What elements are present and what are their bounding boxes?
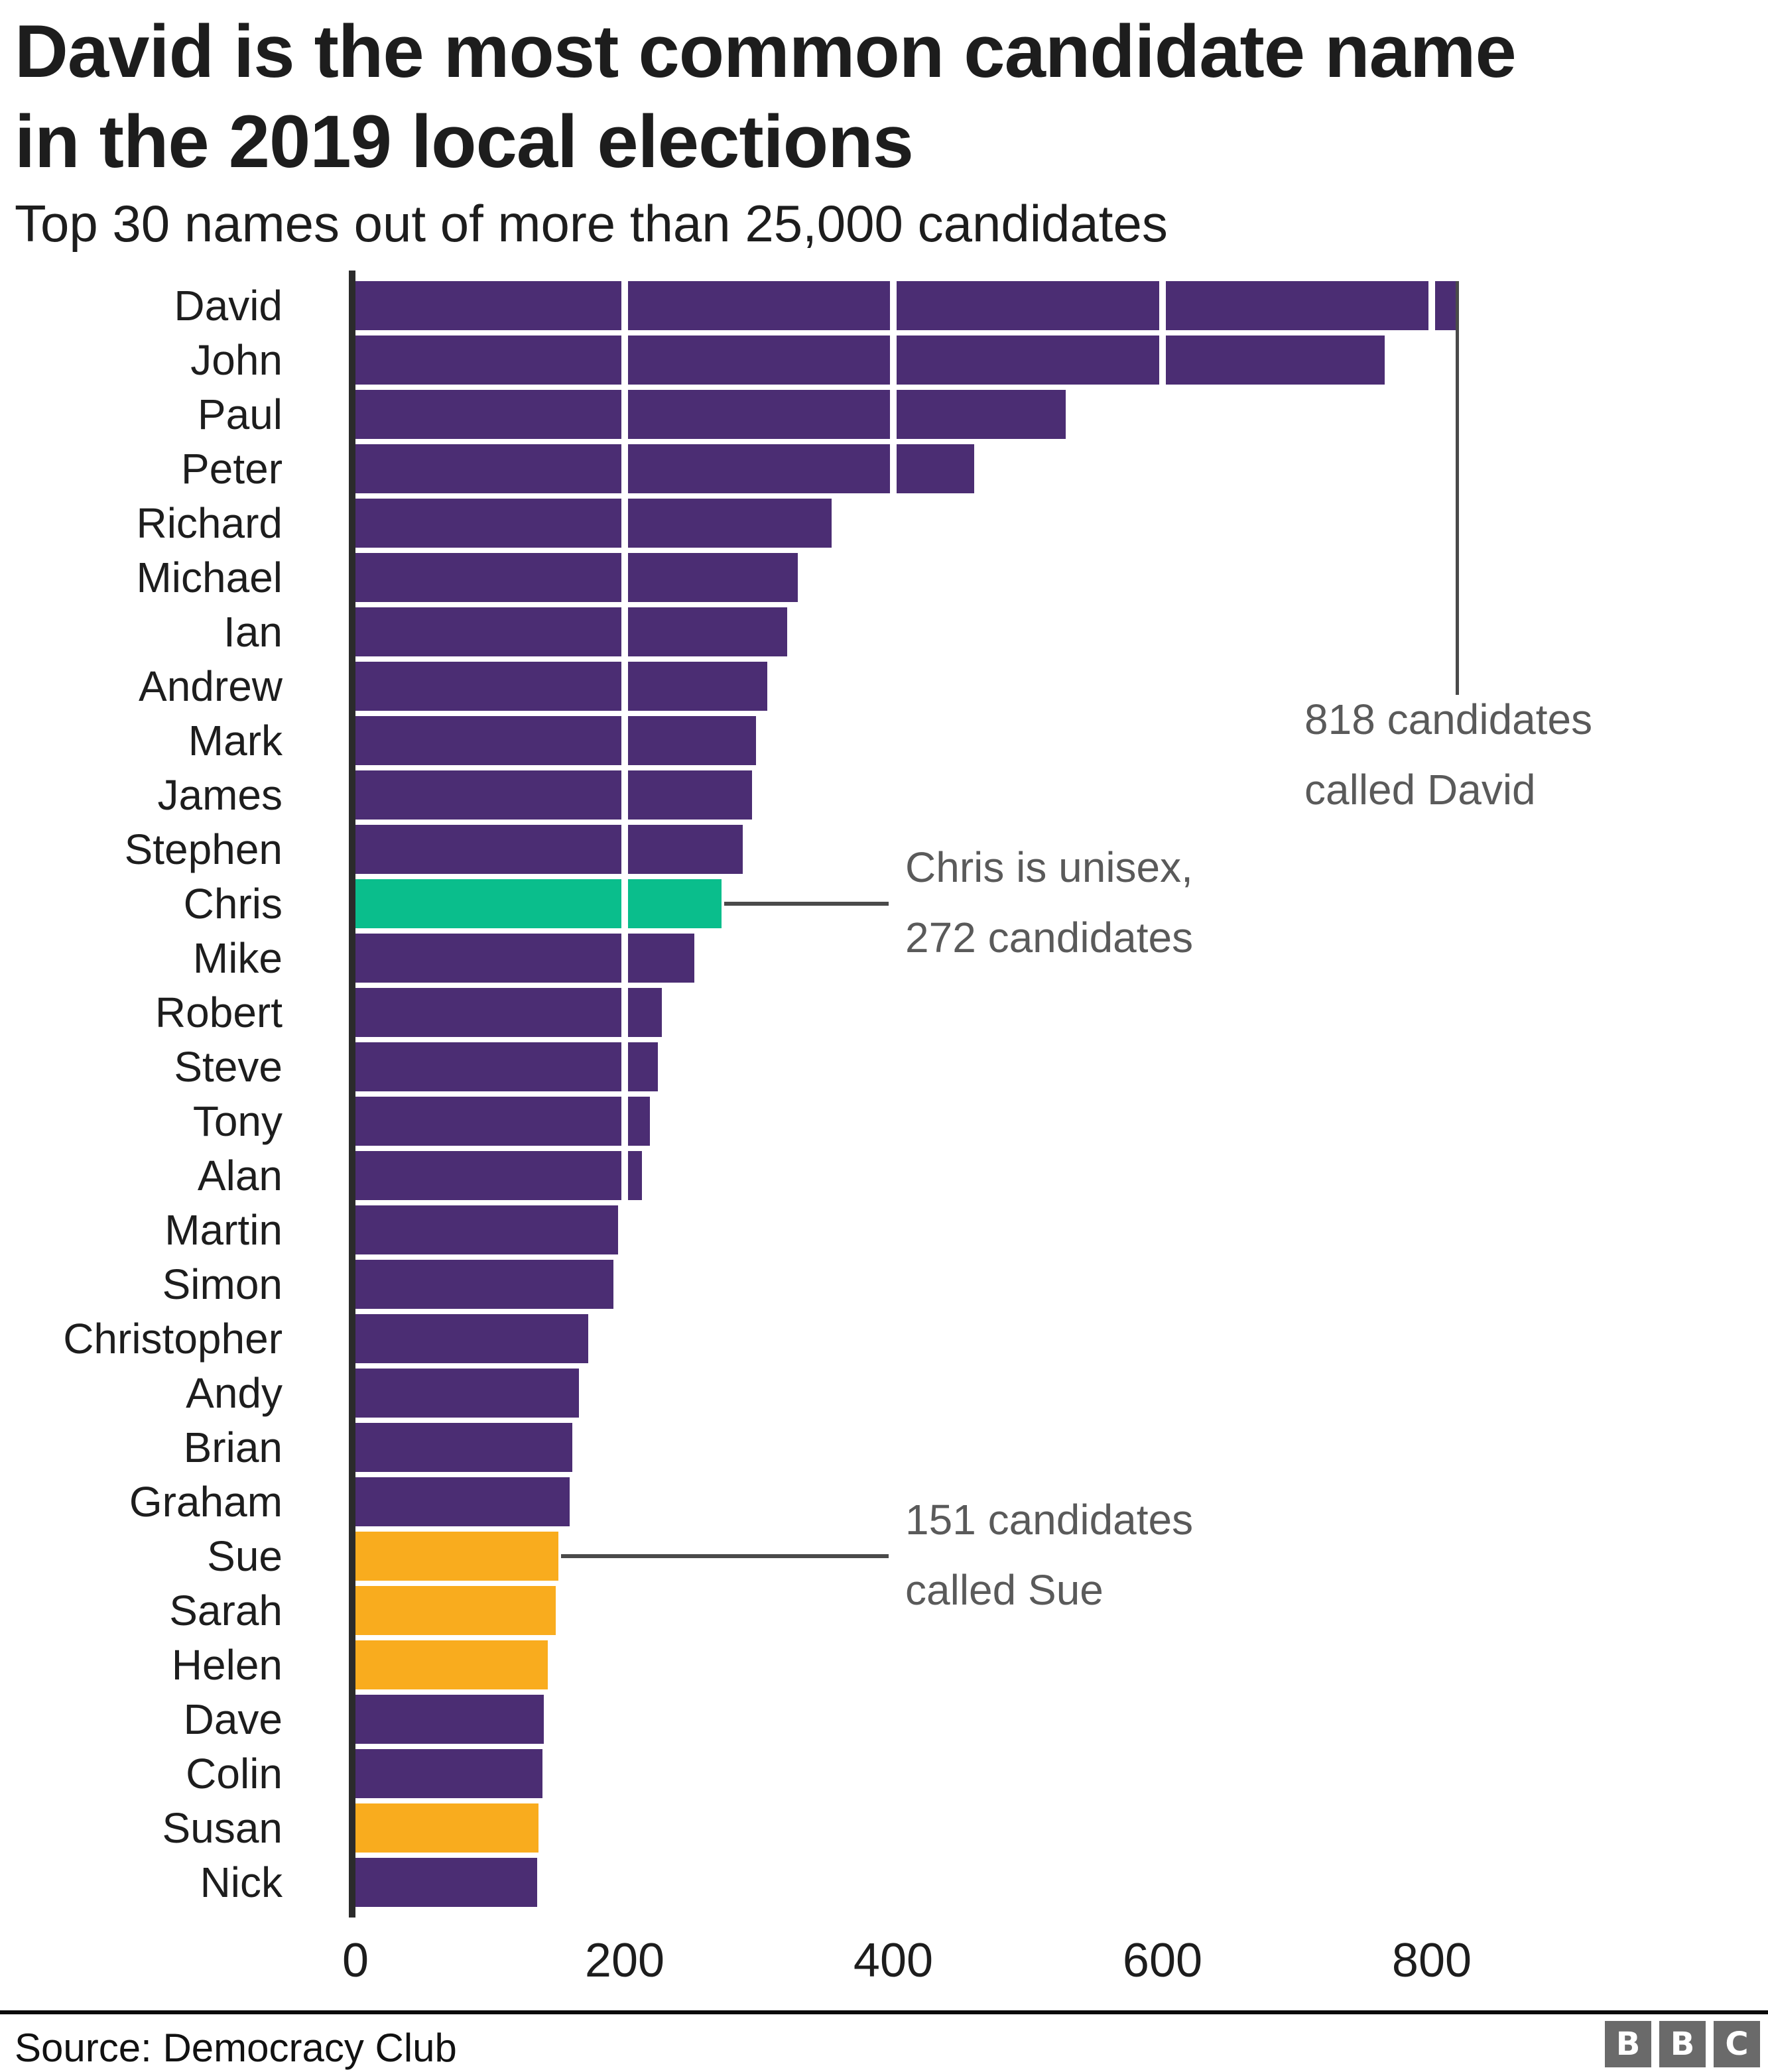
annotation-line-david: [1456, 281, 1459, 695]
y-label-andy: Andy: [186, 1369, 283, 1417]
bar-andrew: [355, 662, 767, 711]
y-label-dave: Dave: [183, 1695, 283, 1743]
bar-michael: [355, 553, 798, 602]
bar-brian: [355, 1423, 572, 1472]
y-label-robert: Robert: [155, 989, 283, 1036]
annotation-text-chris: Chris is unisex, 272 candidates: [905, 843, 1194, 961]
bar-stephen: [355, 825, 743, 874]
bar-mike: [355, 934, 694, 983]
y-label-sue: Sue: [207, 1532, 283, 1580]
bar-david: [355, 281, 1456, 330]
bar-richard: [355, 499, 832, 548]
bar-ian: [355, 607, 787, 656]
x-tick-200: 200: [584, 1934, 665, 1987]
bbc-logo-block: B: [1659, 2021, 1706, 2067]
bar-colin: [355, 1749, 542, 1798]
y-label-sarah: Sarah: [169, 1587, 283, 1634]
y-label-mike: Mike: [192, 934, 283, 982]
y-label-tony: Tony: [192, 1097, 283, 1145]
bar-susan: [355, 1803, 538, 1853]
bar-john: [355, 335, 1385, 385]
footer-divider: [0, 2010, 1768, 2014]
y-label-michael: Michael: [136, 554, 283, 601]
bar-simon: [355, 1260, 613, 1309]
bar-christopher: [355, 1314, 588, 1363]
page-subtitle: Top 30 names out of more than 25,000 can…: [15, 194, 1168, 253]
y-label-james: James: [157, 771, 283, 819]
bar-nick: [355, 1858, 537, 1907]
annotation-text-sue: 151 candidates called Sue: [905, 1496, 1194, 1614]
y-label-brian: Brian: [183, 1424, 283, 1471]
y-label-mark: Mark: [188, 717, 283, 764]
bar-paul: [355, 390, 1066, 439]
y-label-john: John: [190, 336, 283, 384]
y-label-andrew: Andrew: [139, 662, 283, 710]
y-label-chris: Chris: [183, 880, 283, 928]
gridline-400: [890, 278, 897, 1910]
bar-robert: [355, 988, 662, 1037]
gridline-800: [1428, 278, 1435, 1910]
bar-dave: [355, 1695, 544, 1744]
x-tick-800: 800: [1391, 1934, 1472, 1987]
bar-steve: [355, 1042, 658, 1091]
source-text: Source: Democracy Club: [15, 2026, 457, 2070]
annotation-line-chris: [724, 902, 889, 906]
y-axis-line: [349, 271, 355, 1918]
y-label-colin: Colin: [186, 1750, 283, 1798]
bar-peter: [355, 444, 974, 493]
bar-mark: [355, 716, 756, 765]
y-label-christopher: Christopher: [63, 1315, 283, 1363]
y-label-stephen: Stephen: [124, 825, 283, 873]
gridline-200: [621, 278, 628, 1910]
bar-graham: [355, 1477, 570, 1526]
bar-helen: [355, 1640, 548, 1689]
bar-tony: [355, 1097, 650, 1146]
x-tick-400: 400: [853, 1934, 934, 1987]
bar-james: [355, 770, 752, 820]
bbc-logo-block: B: [1605, 2021, 1651, 2067]
bbc-logo-block: C: [1714, 2021, 1760, 2067]
y-label-richard: Richard: [136, 499, 283, 547]
y-label-peter: Peter: [181, 445, 283, 493]
y-label-steve: Steve: [174, 1043, 283, 1091]
x-tick-0: 0: [342, 1934, 369, 1987]
bar-martin: [355, 1205, 618, 1254]
bar-sue: [355, 1532, 558, 1581]
y-label-susan: Susan: [162, 1804, 283, 1852]
y-label-alan: Alan: [197, 1152, 283, 1199]
y-label-graham: Graham: [129, 1478, 283, 1526]
y-label-paul: Paul: [197, 391, 283, 438]
bar-chris: [355, 879, 722, 928]
bar-andy: [355, 1369, 579, 1418]
x-tick-600: 600: [1122, 1934, 1203, 1987]
page-title: David is the most common candidate name …: [15, 10, 1517, 183]
bar-sarah: [355, 1586, 556, 1635]
annotation-line-sue: [561, 1554, 889, 1558]
y-label-nick: Nick: [200, 1859, 283, 1906]
y-label-martin: Martin: [164, 1206, 283, 1254]
y-label-david: David: [174, 282, 283, 330]
y-label-ian: Ian: [223, 608, 283, 656]
annotation-text-david: 818 candidates called David: [1304, 696, 1593, 814]
gridline-600: [1159, 278, 1166, 1910]
bar-alan: [355, 1151, 642, 1200]
y-label-helen: Helen: [171, 1641, 283, 1689]
y-label-simon: Simon: [162, 1260, 283, 1308]
